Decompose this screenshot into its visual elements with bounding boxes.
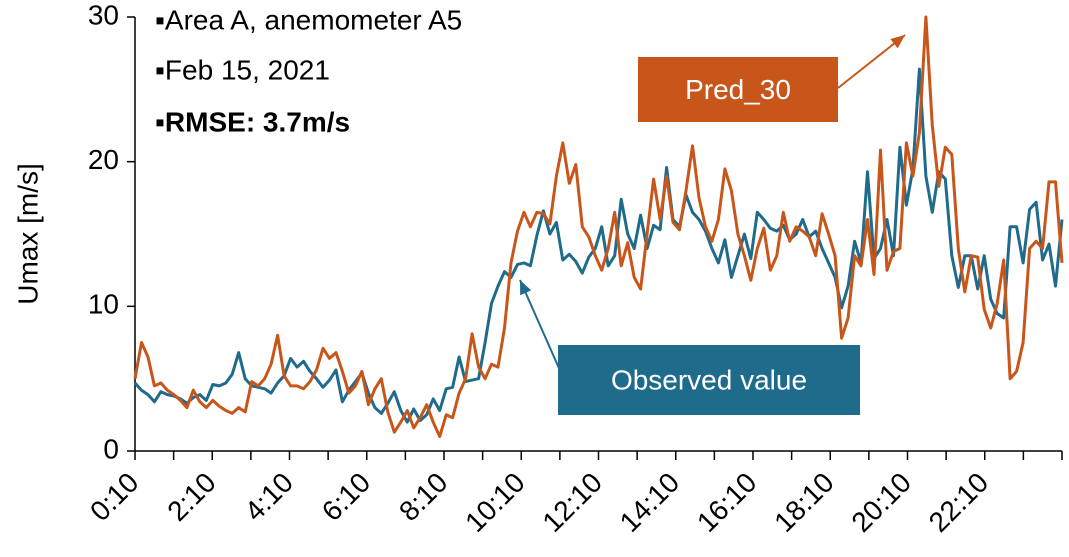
- callout-arrow: [837, 34, 906, 89]
- callout-arrowhead: [890, 35, 905, 49]
- x-tick-label: 12:10: [536, 467, 607, 538]
- series-line: [133, 15, 1064, 438]
- legend-label: Pred_30: [685, 74, 791, 105]
- x-tick-label: 22:10: [923, 467, 994, 538]
- y-tick-label: 10: [88, 289, 119, 320]
- x-tick-label: 2:10: [161, 467, 221, 527]
- y-tick-label: 0: [103, 433, 119, 464]
- x-tick-label: 18:10: [768, 467, 839, 538]
- callout-arrow: [519, 279, 563, 376]
- x-tick-label: 20:10: [845, 467, 916, 538]
- legend-label: Observed value: [611, 364, 807, 395]
- x-tick-label: 4:10: [239, 467, 299, 527]
- y-tick-label: 20: [88, 144, 119, 175]
- series-line: [133, 67, 1064, 424]
- x-tick-label: 14:10: [614, 467, 685, 538]
- x-tick-label: 6:10: [316, 467, 376, 527]
- x-tick-label: 16:10: [691, 467, 762, 538]
- x-tick-label: 0:10: [84, 467, 144, 527]
- callout-arrowhead: [520, 280, 532, 296]
- y-axis-label: Umax [m/s]: [12, 163, 43, 305]
- y-tick-label: 30: [88, 0, 119, 30]
- callout-box: [638, 57, 838, 122]
- annotation: ▪Area A, anemometer A5: [155, 4, 462, 35]
- x-tick-label: 8:10: [393, 467, 453, 527]
- x-tick-label: 10:10: [459, 467, 530, 538]
- annotation: ▪Feb 15, 2021: [155, 54, 330, 85]
- annotation: ▪RMSE: 3.7m/s: [155, 106, 350, 137]
- callout-box: [558, 345, 860, 415]
